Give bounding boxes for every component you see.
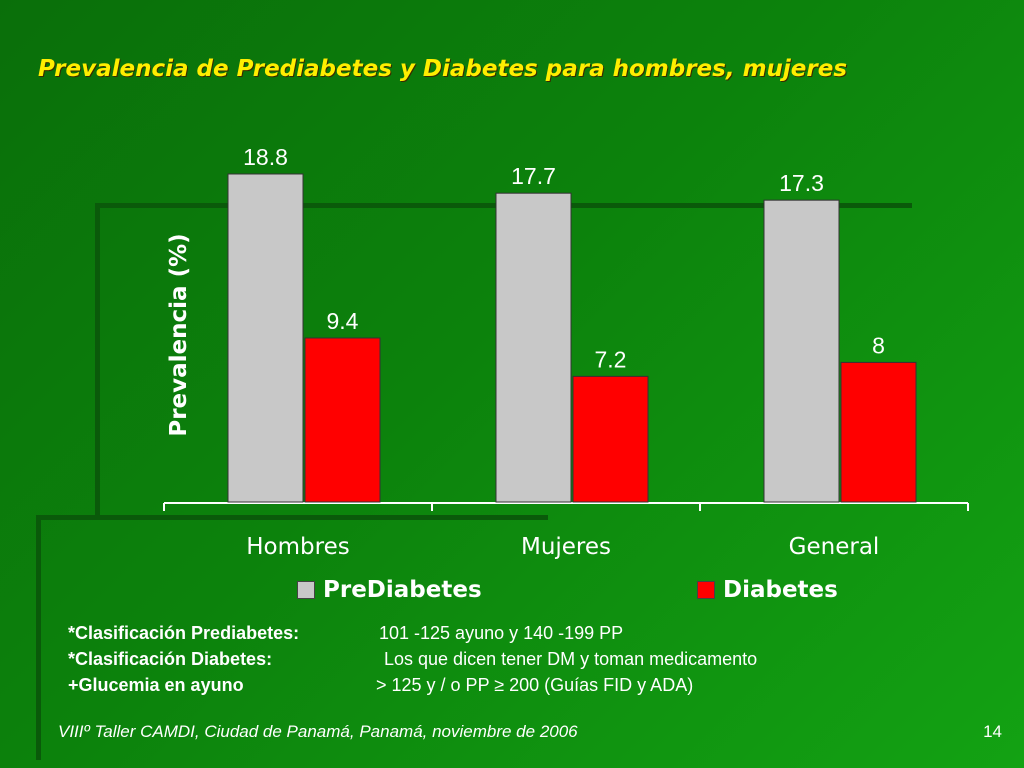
legend-swatch-prediabetes [297,581,315,599]
bar-diabetes-mujeres [572,375,649,503]
decorative-line-bottom [38,515,548,520]
data-label: 7.2 [595,346,627,372]
decorative-line-lower-left [36,515,41,760]
x-tick-label: Mujeres [521,534,611,560]
bar-prediabetes-hombres [227,173,304,503]
bar-prediabetes-general [763,199,840,503]
legend-item-prediabetes: PreDiabetes [297,574,482,606]
slide-footer: VIIIº Taller CAMDI, Ciudad de Panamá, Pa… [58,722,578,741]
bar-prediabetes-mujeres [495,192,572,503]
data-label: 17.7 [511,163,556,189]
legend-label-prediabetes: PreDiabetes [323,577,482,603]
bar-diabetes-general [840,361,917,503]
data-label: 18.8 [243,144,288,170]
slide-title: Prevalencia de Prediabetes y Diabetes pa… [38,56,848,82]
legend-label-diabetes: Diabetes [723,577,838,603]
note-value: > 125 y / o PP ≥ 200 (Guías FID y ADA) [376,675,694,695]
bar-diabetes-hombres [304,337,381,503]
note-key: *Clasificación Prediabetes: [68,623,300,643]
legend-swatch-diabetes [697,581,715,599]
data-label: 9.4 [327,308,359,334]
bar-chart: 18.8 9.4 Hombres 17.7 7.2 Mujeres 17.3 8 General… [166,144,917,560]
page-number: 14 [983,722,1002,741]
decorative-line-left [95,203,100,515]
note-key: *Clasificación Diabetes: [68,649,273,669]
legend-item-diabetes: Diabetes [697,574,838,606]
y-axis-label: Prevalencia (%) [166,233,192,436]
data-label: 8 [872,332,885,358]
x-tick-label: Hombres [246,534,349,560]
note-value: 101 -125 ayuno y 140 -199 PP [379,623,624,643]
data-label: 17.3 [779,170,824,196]
note-key: +Glucemia en ayuno [68,675,244,695]
x-tick-label: General [789,534,880,560]
note-value: Los que dicen tener DM y toman medicamen… [384,649,758,669]
